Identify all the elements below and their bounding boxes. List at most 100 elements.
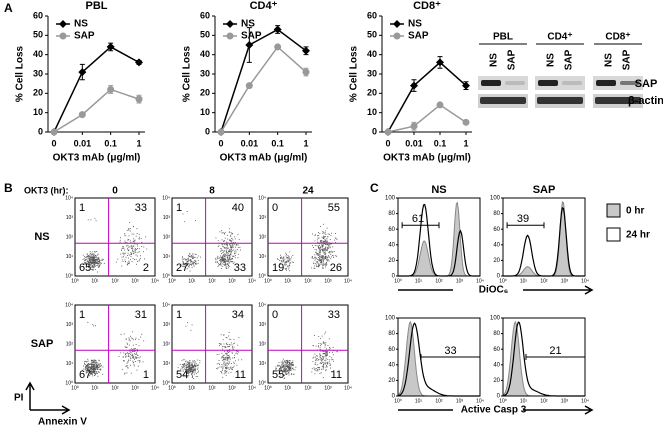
dot (230, 236, 232, 238)
dot (93, 360, 95, 362)
dot (317, 241, 319, 243)
dot (137, 365, 139, 367)
dot (230, 246, 232, 248)
dot (226, 234, 228, 236)
dot (85, 259, 87, 260)
dot (281, 373, 283, 375)
dot (191, 373, 193, 375)
dot (316, 357, 318, 359)
dot (139, 356, 141, 358)
dot (279, 259, 281, 261)
dot (323, 364, 324, 366)
dot (94, 262, 96, 264)
dot (320, 264, 322, 266)
dot (88, 257, 90, 259)
dot (328, 361, 330, 363)
dot (129, 340, 131, 342)
x-tick-label: 10⁴ (151, 385, 159, 391)
dot (128, 263, 130, 265)
dot (222, 346, 223, 348)
dot (133, 248, 135, 250)
dot (88, 267, 90, 268)
dot (322, 232, 324, 234)
dot (226, 370, 228, 372)
dot (295, 366, 297, 368)
dot (289, 260, 291, 262)
dot (286, 260, 288, 262)
dot (94, 265, 96, 267)
dot (132, 353, 134, 355)
dot (219, 264, 221, 265)
dot (191, 368, 193, 370)
dot (184, 258, 186, 260)
x-tick-label: 10² (540, 278, 548, 284)
dot (325, 264, 327, 266)
lane-label: NS (489, 53, 500, 67)
dot (327, 362, 329, 364)
dot (289, 251, 291, 253)
row-label: NS (34, 231, 49, 243)
dot (187, 363, 189, 365)
dot (218, 264, 220, 266)
dot (96, 372, 98, 374)
dot (313, 367, 315, 369)
y-axis-label: % Cell Loss (182, 46, 193, 103)
dot (199, 359, 201, 361)
y-tick-label: 100 (490, 196, 501, 202)
dot (280, 361, 282, 363)
dot (122, 356, 124, 358)
dot (320, 261, 322, 263)
dot (96, 367, 97, 369)
dot (311, 371, 313, 373)
dot (311, 257, 313, 259)
plot-frame (171, 304, 253, 384)
dot (324, 256, 326, 258)
dot (223, 258, 225, 260)
dot (286, 261, 288, 263)
dot (317, 246, 319, 248)
dot (196, 364, 198, 366)
y-tick-label: 30 (33, 68, 43, 78)
dot (316, 252, 318, 254)
dot (218, 256, 220, 258)
dot (194, 366, 196, 368)
marker (436, 101, 444, 109)
dot (124, 242, 126, 243)
legend-swatch (606, 227, 621, 242)
dot (227, 363, 229, 365)
dot (183, 363, 185, 365)
dot (227, 252, 229, 254)
dot (126, 346, 128, 348)
dot (230, 254, 232, 256)
dot (324, 346, 326, 348)
y-tick-label: 10⁰ (65, 380, 73, 386)
dot (222, 263, 224, 265)
y-tick-label: 20 (367, 88, 377, 98)
y-tick-label: 0 (392, 394, 396, 400)
dot (293, 373, 295, 375)
dot (335, 238, 337, 239)
dot (324, 333, 326, 335)
dot (219, 366, 221, 368)
dot (279, 263, 281, 265)
dot (289, 368, 291, 370)
dot (184, 266, 186, 268)
dot (197, 263, 199, 264)
y-tick-label: 10³ (66, 215, 74, 221)
dot (319, 349, 321, 351)
dot (185, 367, 187, 368)
dot (139, 259, 141, 261)
y-tick-label: 60 (388, 227, 395, 233)
dot (91, 365, 93, 367)
dot (87, 366, 89, 368)
dot (133, 355, 135, 357)
dot (328, 256, 330, 258)
dot (200, 256, 202, 258)
dot (218, 359, 220, 361)
dot (217, 246, 219, 248)
dot (280, 370, 281, 372)
dot (294, 369, 296, 371)
dot (227, 254, 229, 256)
dot (230, 241, 232, 243)
dot (91, 254, 93, 256)
